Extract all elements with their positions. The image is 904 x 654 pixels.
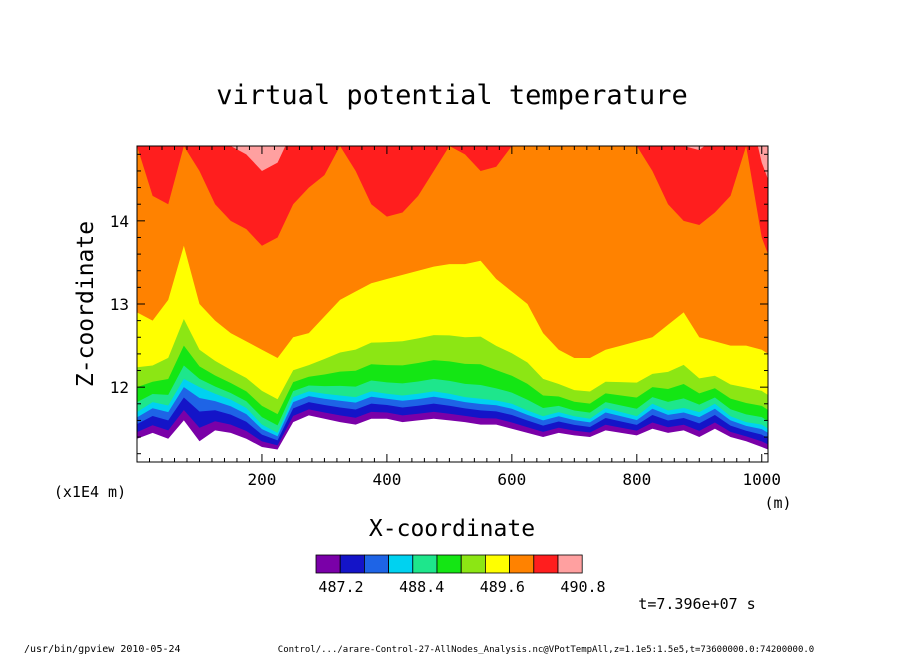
contour-field bbox=[137, 146, 768, 462]
x-tick-label: 800 bbox=[622, 470, 651, 489]
colorbar-swatch bbox=[509, 554, 535, 574]
x-tick-label: 600 bbox=[497, 470, 526, 489]
x-axis-units: (m) bbox=[764, 494, 791, 512]
chart-title: virtual potential temperature bbox=[216, 80, 687, 111]
colorbar-swatch bbox=[388, 554, 414, 574]
colorbar-swatch bbox=[460, 554, 486, 574]
x-tick-label: 400 bbox=[372, 470, 401, 489]
footer-data-source: Control/.../arare-Control-27-AllNodes_An… bbox=[278, 645, 814, 654]
colorbar-swatch bbox=[533, 554, 559, 574]
y-axis-label: Z-coordinate bbox=[73, 221, 99, 387]
colorbar-label: 489.6 bbox=[480, 578, 525, 596]
x-tick-label: 1000 bbox=[742, 470, 781, 489]
x-axis-ticks: 200 400 600 800 1000 bbox=[148, 146, 781, 489]
colorbar-swatch bbox=[436, 554, 462, 574]
colorbar-swatch bbox=[339, 554, 365, 574]
y-scale-note: (x1E4 m) bbox=[54, 483, 126, 501]
x-tick-label: 200 bbox=[247, 470, 276, 489]
y-axis-ticks: 12 13 14 bbox=[110, 153, 768, 455]
x-axis-label: X-coordinate bbox=[369, 516, 535, 542]
colorbar-label: 487.2 bbox=[318, 578, 363, 596]
colorbar-label: 490.8 bbox=[560, 578, 605, 596]
colorbar-swatch bbox=[484, 554, 510, 574]
colorbar-swatch bbox=[557, 554, 583, 574]
colorbar-swatch bbox=[315, 554, 341, 574]
colorbar bbox=[315, 554, 583, 574]
colorbar-swatch bbox=[412, 554, 438, 574]
colorbar-labels: 487.2 488.4 489.6 490.8 bbox=[318, 578, 605, 596]
contour-band-9 bbox=[137, 146, 768, 255]
time-label: t=7.396e+07 s bbox=[638, 595, 755, 613]
colorbar-label: 488.4 bbox=[399, 578, 444, 596]
footer-program-date: /usr/bin/gpview 2010-05-24 bbox=[24, 644, 181, 654]
y-tick-label: 12 bbox=[110, 378, 129, 397]
colorbar-swatch bbox=[363, 554, 389, 574]
y-tick-label: 13 bbox=[110, 295, 129, 314]
y-tick-label: 14 bbox=[110, 212, 129, 231]
